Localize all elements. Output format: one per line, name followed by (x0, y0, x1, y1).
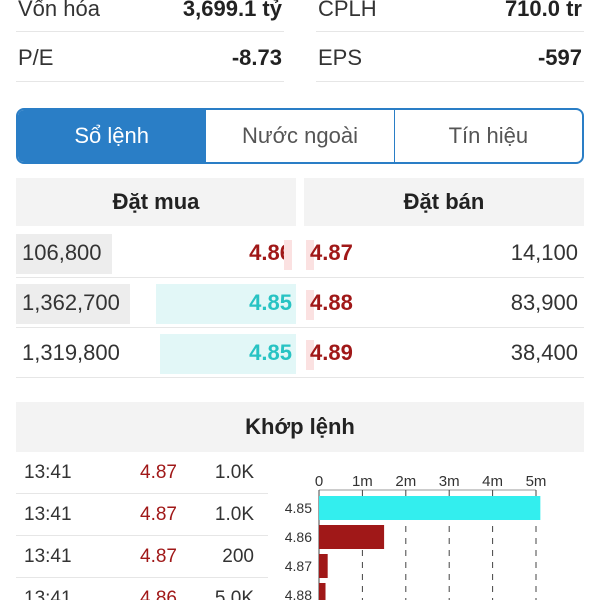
buy-price: 4.85 (249, 340, 292, 365)
sell-price: 4.87 (310, 240, 353, 265)
stat-value: 3,699.1 tỷ (182, 0, 282, 21)
tab-so-lenh[interactable]: Sổ lệnh (18, 110, 207, 162)
trade-volume: 5.0K (214, 588, 254, 600)
stat-eps: EPS -597 (316, 32, 584, 82)
stats-row-2: P/E -8.73 EPS -597 (0, 32, 600, 82)
tab-tin-hieu[interactable]: Tín hiệu (448, 123, 529, 148)
sell-quantity: 38,400 (510, 340, 578, 365)
matched-title: Khớp lệnh (16, 402, 584, 452)
tab-nuoc-ngoai[interactable]: Nước ngoài (206, 110, 395, 162)
orderbook-row: 106,800 4.86 4.87 14,100 (16, 228, 584, 278)
trade-row: 13:41 4.86 5.0K (16, 578, 268, 600)
y-tick-label: 4.85 (285, 500, 312, 516)
sell-price: 4.89 (310, 340, 353, 365)
y-tick-label: 4.87 (285, 558, 312, 574)
x-tick-label: 1m (352, 473, 373, 490)
tab-bar: Sổ lệnh Nước ngoài Tín hiệu (16, 108, 584, 164)
x-tick-label: 0 (315, 473, 323, 490)
trade-volume: 1.0K (214, 504, 254, 525)
stat-label: EPS (318, 45, 363, 70)
volume-bar (319, 525, 385, 549)
trade-row: 13:41 4.87 1.0K (16, 452, 268, 494)
trade-time: 13:41 (24, 462, 72, 483)
sell-edge-marker (306, 340, 314, 370)
volume-bar (319, 554, 328, 578)
buy-volume-bar (160, 334, 296, 374)
buy-price: 4.85 (249, 290, 292, 315)
stat-cplh: CPLH 710.0 tr (316, 0, 584, 32)
stat-pe: P/E -8.73 (16, 32, 284, 82)
stat-label: Vốn hóa (18, 0, 100, 21)
sell-edge-marker (306, 290, 314, 320)
trade-price: 4.87 (140, 546, 177, 567)
stat-value: 710.0 tr (504, 0, 582, 21)
stat-label: P/E (18, 45, 54, 70)
buy-qty-background (16, 234, 112, 274)
stat-value: -597 (537, 45, 582, 70)
trade-price: 4.87 (140, 504, 177, 525)
sell-header: Đặt bán (304, 178, 584, 226)
buy-header: Đặt mua (16, 178, 296, 226)
buy-quantity: 106,800 (22, 240, 102, 265)
sell-price: 4.88 (310, 290, 353, 315)
sell-quantity: 14,100 (510, 240, 578, 265)
trade-time: 13:41 (24, 588, 72, 600)
stat-von-hoa: Vốn hóa 3,699.1 tỷ (16, 0, 284, 32)
y-tick-label: 4.86 (285, 529, 312, 545)
stat-value: -8.73 (231, 45, 282, 70)
stat-label: CPLH (318, 0, 377, 21)
trade-price: 4.87 (140, 462, 177, 483)
x-tick-label: 3m (439, 473, 460, 490)
x-tick-label: 5m (526, 473, 547, 490)
volume-bar (319, 583, 326, 600)
orderbook-row: 1,362,700 4.85 4.88 83,900 (16, 278, 584, 328)
orderbook-row: 1,319,800 4.85 4.89 38,400 (16, 328, 584, 378)
volume-by-price-chart: 0 1m 2m 3m 4m 5m 4.85 4.86 4.87 4.88 (285, 473, 547, 600)
x-tick-label: 4m (482, 473, 503, 490)
buy-qty-background (16, 284, 130, 324)
trade-row: 13:41 4.87 200 (16, 536, 268, 578)
trade-volume: 1.0K (214, 462, 254, 483)
trade-row: 13:41 4.87 1.0K (16, 494, 268, 536)
sell-quantity: 83,900 (510, 290, 578, 315)
sell-edge-marker (306, 240, 314, 270)
trade-volume: 200 (222, 546, 254, 567)
trade-time: 13:41 (24, 504, 72, 525)
x-tick-label: 2m (395, 473, 416, 490)
buy-volume-bar (156, 284, 296, 324)
trade-price: 4.86 (140, 588, 177, 600)
stats-row-1: Vốn hóa 3,699.1 tỷ CPLH 710.0 tr (0, 0, 600, 32)
y-tick-label: 4.88 (285, 587, 312, 600)
buy-quantity: 1,319,800 (22, 340, 120, 365)
trade-time: 13:41 (24, 546, 72, 567)
buy-edge-marker (284, 240, 292, 270)
volume-bar (319, 496, 541, 520)
buy-quantity: 1,362,700 (22, 290, 120, 315)
